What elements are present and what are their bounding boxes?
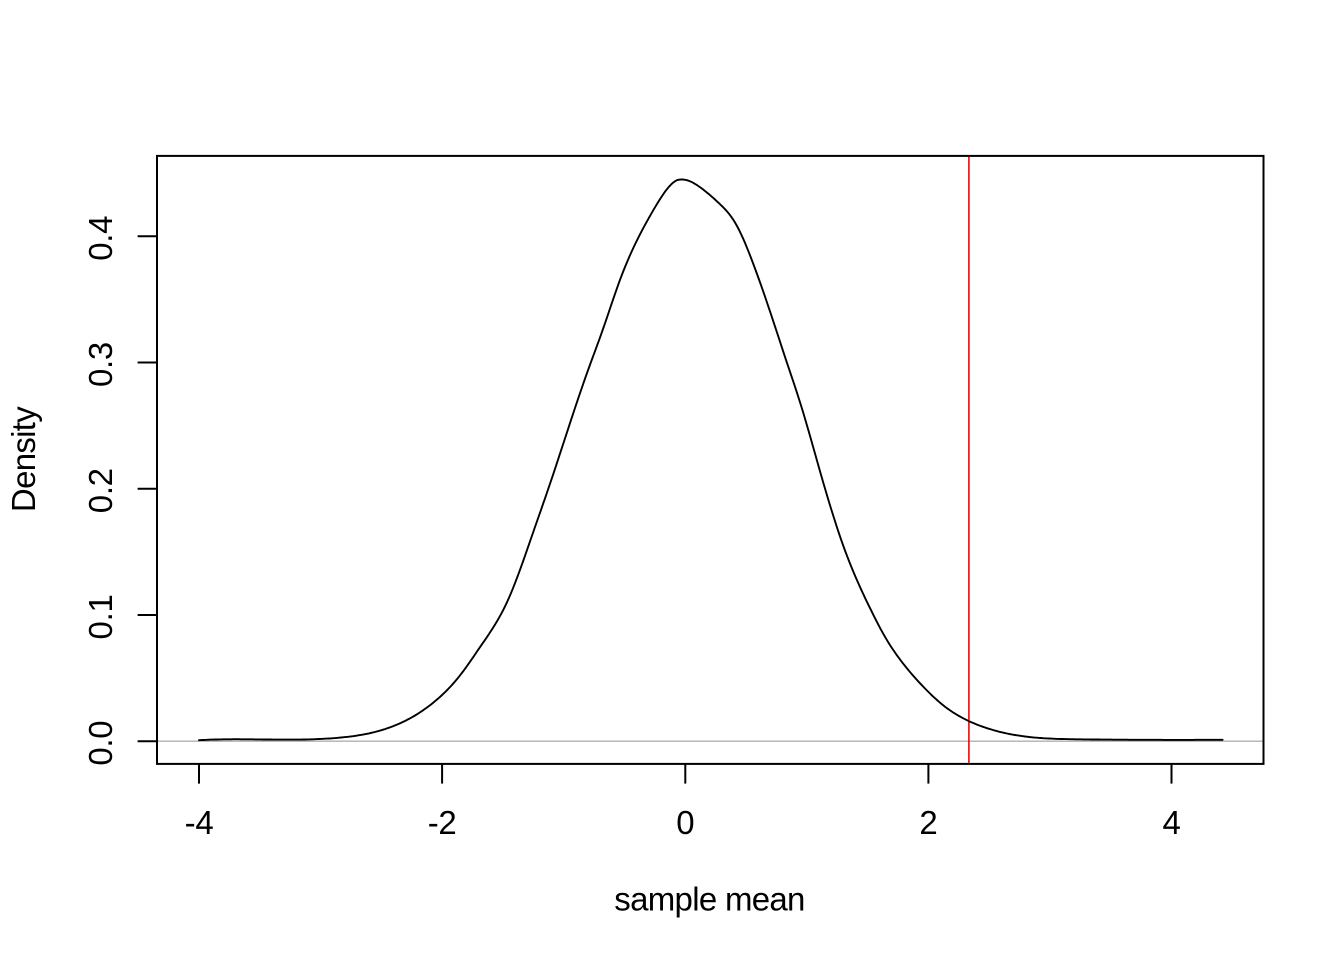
svg-text:0.1: 0.1 — [82, 594, 119, 639]
svg-text:-4: -4 — [185, 804, 214, 841]
svg-text:Density: Density — [5, 406, 42, 512]
svg-text:0.3: 0.3 — [82, 342, 119, 387]
svg-text:4: 4 — [1162, 804, 1180, 841]
svg-text:0.0: 0.0 — [82, 721, 119, 766]
svg-text:2: 2 — [919, 804, 937, 841]
svg-text:0.4: 0.4 — [82, 216, 119, 261]
svg-text:-2: -2 — [428, 804, 457, 841]
svg-text:sample mean: sample mean — [614, 881, 804, 918]
svg-text:0: 0 — [676, 804, 694, 841]
svg-text:0.2: 0.2 — [82, 468, 119, 513]
